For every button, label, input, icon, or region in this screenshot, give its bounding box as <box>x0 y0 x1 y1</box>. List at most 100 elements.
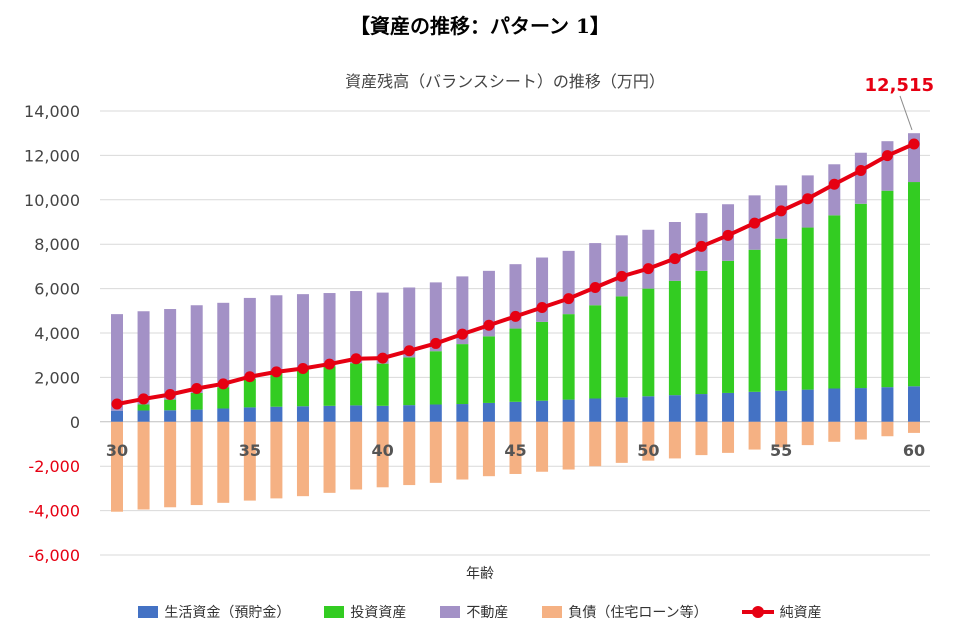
bar-segment <box>589 305 602 399</box>
bar-segment <box>482 402 495 422</box>
bar-segment <box>296 368 309 407</box>
bar-segment <box>854 421 867 440</box>
y-tick-label: -4,000 <box>28 502 80 521</box>
x-axis-ticks: 30 35 40 45 50 55 60 <box>106 441 925 460</box>
bar-segment <box>642 288 655 397</box>
bar-segment <box>270 295 283 372</box>
bar-segment <box>403 287 416 358</box>
bar-segment <box>429 404 442 422</box>
chart-legend: 生活資金（預貯金） 投資資産 不動産 負債（住宅ローン等） 純資産 <box>0 602 960 622</box>
net-assets-marker <box>722 229 734 241</box>
bar-segment <box>562 250 575 315</box>
y-tick-label: -6,000 <box>28 546 80 565</box>
net-assets-marker <box>749 217 761 229</box>
bar-segment <box>536 321 549 401</box>
net-assets-marker <box>802 193 814 205</box>
bar-segment <box>695 421 708 456</box>
bar-segment <box>775 390 788 422</box>
bar-segment <box>456 344 469 405</box>
x-tick-label: 35 <box>239 441 261 460</box>
bar-segment <box>615 421 628 463</box>
bar-segment <box>748 249 761 392</box>
bar-segment <box>323 366 336 406</box>
bar-segment <box>296 294 309 369</box>
bar-segment <box>908 421 920 433</box>
bar-segment <box>801 389 814 422</box>
bar-segment <box>562 399 575 422</box>
bar-segment <box>164 399 177 411</box>
bar-segment <box>801 227 814 390</box>
bar-segment <box>801 421 814 446</box>
bar-segment <box>668 222 681 281</box>
net-assets-marker <box>563 293 575 305</box>
bar-segment <box>722 260 735 393</box>
net-assets-marker <box>855 164 867 176</box>
bar-segment <box>429 421 442 483</box>
x-axis-label: 年齢 <box>466 566 494 582</box>
bar-segment <box>562 421 575 470</box>
bar-segment <box>376 292 389 364</box>
bar-segment <box>190 409 203 422</box>
bar-segment <box>137 311 150 405</box>
bar-segment <box>350 421 363 490</box>
bar-segment <box>190 305 203 393</box>
legend-label: 負債（住宅ローン等） <box>568 605 708 621</box>
x-tick-label: 55 <box>770 441 792 460</box>
x-tick-label: 60 <box>903 441 925 460</box>
bar-segment <box>403 405 416 422</box>
bar-segment <box>217 387 230 409</box>
bar-segment <box>562 314 575 400</box>
bar-segment <box>190 392 203 410</box>
bar-segment <box>270 371 283 407</box>
bar-segment <box>456 421 469 480</box>
bar-segment <box>270 421 283 499</box>
bar-segment <box>403 357 416 406</box>
bar-segment <box>456 404 469 422</box>
bar-segment <box>642 229 655 289</box>
bar-segment <box>217 421 230 503</box>
x-tick-label: 50 <box>637 441 659 460</box>
bar-segment <box>456 276 469 345</box>
bar-segment <box>828 388 841 422</box>
bar-segment <box>137 410 150 422</box>
bar-segment <box>164 410 177 422</box>
net-assets-marker <box>642 263 654 275</box>
chart-bars <box>111 133 920 512</box>
legend-label: 生活資金（預貯金） <box>164 605 291 621</box>
net-assets-marker <box>350 353 362 365</box>
bar-segment <box>908 386 920 422</box>
bar-segment <box>589 421 602 467</box>
x-tick-label: 30 <box>106 441 128 460</box>
net-assets-marker <box>775 205 787 217</box>
bar-segment <box>722 421 735 453</box>
bar-segment <box>217 302 230 388</box>
bar-segment <box>111 421 123 512</box>
net-assets-marker <box>297 363 309 375</box>
net-assets-marker <box>324 358 336 370</box>
bar-segment <box>722 392 735 422</box>
net-assets-marker <box>483 319 495 331</box>
net-assets-marker <box>510 310 521 322</box>
legend-label: 純資産 <box>779 605 822 621</box>
net-assets-marker <box>456 328 468 340</box>
net-assets-marker <box>589 281 601 293</box>
legend-swatch <box>440 606 461 618</box>
bar-segment <box>296 406 309 422</box>
bar-segment <box>350 405 363 422</box>
bar-segment <box>323 405 336 422</box>
bar-segment <box>748 391 761 422</box>
bar-segment <box>350 363 363 406</box>
bar-segment <box>429 351 442 405</box>
bar-segment <box>376 421 389 488</box>
bar-segment <box>589 398 602 422</box>
y-tick-label: 10,000 <box>24 191 80 210</box>
net-assets-marker <box>138 393 150 405</box>
bar-segment <box>775 238 788 391</box>
bar-segment <box>828 421 841 442</box>
legend-item-investment-assets: 投資資産 <box>324 602 406 622</box>
bar-segment <box>429 282 442 352</box>
bar-segment <box>482 270 495 337</box>
x-tick-label: 45 <box>504 441 526 460</box>
bar-segment <box>243 407 256 422</box>
bar-segment <box>748 421 761 450</box>
